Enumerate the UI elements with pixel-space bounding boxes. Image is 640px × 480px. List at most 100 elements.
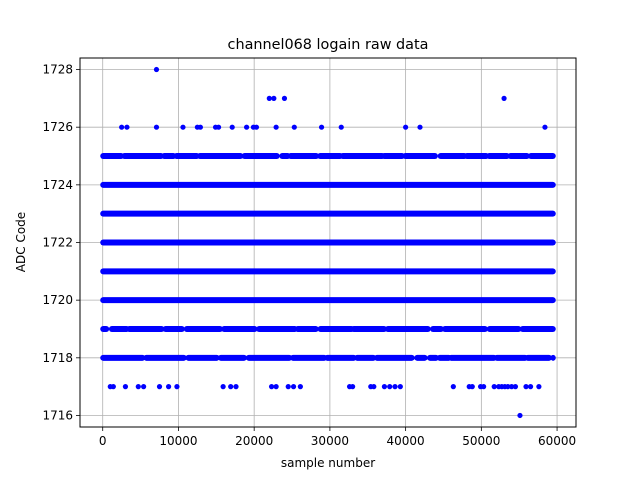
data-point — [153, 66, 160, 73]
band-segment — [126, 325, 165, 332]
data-point — [350, 384, 356, 390]
data-point — [417, 124, 423, 130]
band-segment — [527, 153, 556, 160]
data-point — [297, 384, 303, 390]
data-point — [124, 124, 130, 130]
x-tick-label: 40000 — [387, 434, 425, 448]
data-point — [505, 384, 511, 390]
band-segment — [185, 354, 220, 361]
band-segment — [173, 153, 200, 160]
data-point — [273, 124, 279, 130]
band-segment — [100, 354, 146, 361]
band-segment — [350, 325, 388, 332]
data-point — [243, 124, 250, 130]
band-segment — [373, 354, 415, 361]
data-point — [229, 124, 235, 130]
band-segment — [507, 153, 530, 160]
data-point — [536, 384, 542, 390]
band-segment — [196, 153, 244, 160]
data-point — [517, 412, 523, 419]
band-segment — [317, 153, 344, 160]
data-point — [450, 384, 456, 390]
band-segment — [241, 153, 280, 160]
data-point — [491, 384, 497, 390]
band-segment — [437, 153, 468, 160]
band-segment — [339, 153, 386, 160]
y-tick-label: 1718 — [42, 351, 73, 365]
data-point — [135, 384, 141, 390]
data-point — [271, 95, 277, 101]
data-point — [371, 384, 377, 390]
band-segment — [287, 153, 320, 160]
band-segment — [221, 325, 258, 332]
band-segment — [493, 354, 529, 361]
y-axis-label: ADC Code — [14, 212, 28, 272]
x-tick-label: 10000 — [159, 434, 197, 448]
data-point — [527, 384, 534, 390]
band-segment — [414, 354, 428, 361]
data-point — [122, 384, 129, 390]
data-points — [107, 66, 548, 419]
data-point — [403, 124, 409, 130]
y-tick-label: 1722 — [42, 236, 73, 250]
data-point — [291, 124, 297, 130]
band-segment — [463, 153, 490, 160]
data-point — [110, 384, 116, 390]
x-tick-label: 60000 — [538, 434, 576, 448]
band-segment — [436, 354, 452, 361]
band-segment — [279, 153, 291, 160]
band-segment — [317, 325, 355, 332]
semi-dense-band-1719 — [100, 325, 556, 332]
data-point — [156, 384, 163, 390]
data-point — [281, 95, 288, 101]
band-segment — [217, 354, 248, 361]
data-point — [233, 384, 239, 390]
data-point — [501, 95, 507, 101]
data-point — [273, 384, 279, 390]
data-point — [338, 124, 344, 130]
band-segment — [524, 354, 553, 361]
data-point — [174, 384, 180, 390]
band-segment — [519, 325, 556, 332]
band-segment — [550, 354, 556, 361]
band-segment — [354, 354, 377, 361]
data-point — [268, 384, 275, 390]
data-point — [392, 384, 398, 390]
x-axis-label: sample number — [281, 456, 375, 470]
chart-title: channel068 logain raw data — [228, 37, 429, 53]
data-point — [387, 384, 393, 390]
band-segment — [441, 325, 488, 332]
data-point — [153, 124, 160, 130]
band-segment — [324, 354, 357, 361]
y-tick-label: 1716 — [42, 408, 73, 422]
data-point — [397, 384, 403, 390]
y-tick-label: 1726 — [42, 120, 73, 134]
data-point — [228, 384, 234, 390]
x-tick-label: 50000 — [462, 434, 500, 448]
dense-band-1722 — [100, 239, 556, 246]
dense-band-1723 — [100, 210, 556, 217]
dense-data-bands — [100, 153, 556, 361]
y-tick-label: 1720 — [42, 293, 73, 307]
band-segment — [426, 354, 440, 361]
band-segment — [245, 354, 293, 361]
dense-band-1721 — [100, 268, 556, 275]
data-point — [266, 95, 272, 101]
band-segment — [100, 325, 110, 332]
data-point — [381, 384, 388, 390]
data-point — [215, 124, 222, 130]
dense-band-1720 — [100, 297, 556, 304]
data-point — [290, 384, 297, 390]
band-segment — [162, 325, 185, 332]
data-point — [318, 124, 325, 130]
band-segment — [294, 325, 319, 332]
x-tick-label: 20000 — [235, 434, 273, 448]
band-segment — [161, 153, 177, 160]
band-segment — [430, 325, 444, 332]
x-tick-label: 30000 — [311, 434, 349, 448]
band-segment — [381, 153, 406, 160]
data-point — [165, 384, 172, 390]
data-point — [197, 124, 204, 130]
band-segment — [289, 354, 328, 361]
